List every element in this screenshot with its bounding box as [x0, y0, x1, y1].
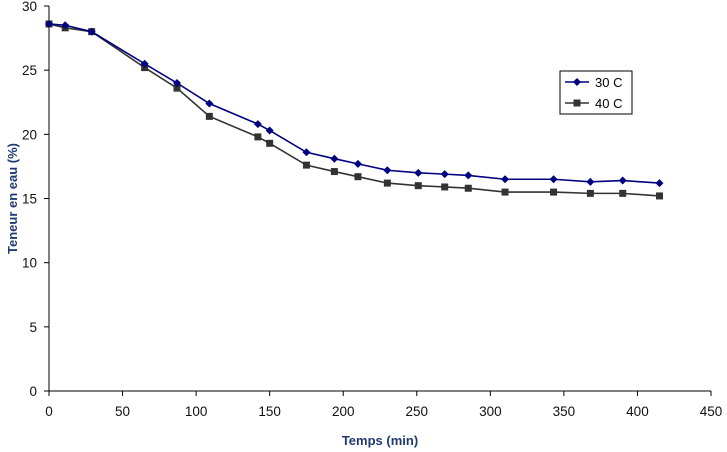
series-line	[48, 23, 660, 197]
legend-marker	[573, 99, 581, 107]
data-point	[61, 21, 70, 30]
legend-marker	[573, 78, 581, 86]
x-axis-title: Temps (min)	[342, 433, 418, 448]
x-tick-label: 250	[406, 404, 429, 419]
x-tick-label: 0	[45, 404, 53, 419]
x-tick-label: 150	[258, 404, 281, 419]
data-point	[440, 170, 449, 179]
data-point	[501, 188, 509, 196]
data-point	[87, 27, 96, 36]
data-point	[656, 192, 664, 200]
x-tick-label: 300	[479, 404, 502, 419]
x-tick-label: 450	[700, 404, 723, 419]
data-point	[140, 59, 149, 68]
x-tick-label: 100	[185, 404, 208, 419]
legend: 30 C 40 C	[559, 70, 633, 115]
data-point	[172, 79, 181, 87]
data-point	[655, 179, 664, 188]
y-axis-title: Teneur en eau (%)	[5, 143, 20, 254]
data-point	[383, 179, 391, 187]
data-point	[414, 182, 422, 190]
y-tick-label: 0	[29, 384, 37, 399]
data-point	[550, 188, 558, 196]
data-point	[330, 154, 339, 163]
data-point	[619, 189, 627, 197]
y-tick-label: 30	[22, 0, 37, 14]
x-tick-label: 350	[553, 404, 576, 419]
y-tick-label: 25	[22, 63, 37, 78]
x-tick-label: 200	[332, 404, 355, 419]
x-tick-label: 400	[626, 404, 649, 419]
y-tick-label: 15	[22, 192, 37, 207]
y-tick-label: 20	[22, 127, 37, 142]
data-point	[45, 19, 53, 28]
data-point	[302, 148, 311, 157]
legend-label: 40 C	[595, 96, 622, 111]
series-layer	[45, 19, 664, 200]
data-point	[586, 189, 594, 197]
y-tick-label: 10	[22, 256, 37, 271]
data-point	[266, 139, 274, 147]
data-point	[501, 175, 510, 184]
data-point	[464, 184, 472, 192]
data-point	[254, 133, 262, 141]
data-point	[586, 177, 595, 186]
series-30-c	[45, 19, 664, 188]
series-line	[48, 23, 660, 184]
x-tick-label: 50	[115, 404, 130, 419]
legend-item: 40 C	[565, 96, 622, 111]
data-point	[353, 159, 362, 168]
data-point	[618, 176, 627, 185]
data-point	[302, 161, 310, 169]
data-point	[205, 112, 213, 120]
legend-label: 30 C	[595, 75, 622, 90]
data-point	[173, 84, 181, 92]
data-point	[383, 166, 392, 175]
data-point	[205, 99, 214, 108]
data-point	[330, 168, 338, 176]
data-point	[354, 173, 362, 181]
data-point	[265, 126, 274, 135]
legend-item: 30 C	[565, 75, 622, 90]
data-point	[414, 168, 423, 177]
data-point	[253, 120, 262, 129]
y-tick-label: 5	[29, 320, 37, 335]
data-point	[549, 175, 558, 184]
data-point	[464, 171, 473, 180]
legend-box	[559, 70, 633, 115]
data-point	[441, 183, 449, 191]
